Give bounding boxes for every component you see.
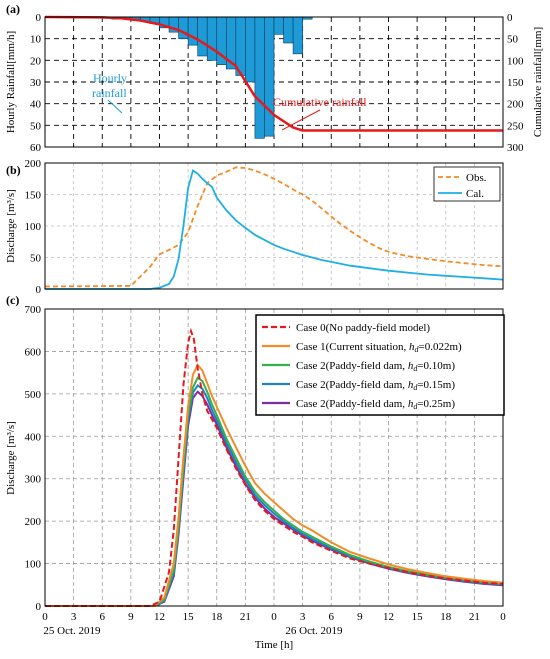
hourly-annotation-line1: Hourly — [93, 71, 127, 85]
panel-b-ytick: 50 — [30, 253, 42, 265]
panel-c-ytick: 500 — [25, 389, 42, 401]
panel-a-left-tick: 0 — [36, 12, 42, 24]
panel-a-left-ylabel: Hourly Rainfall[mm/h] — [5, 31, 17, 133]
panel-b-ytick: 200 — [25, 158, 42, 170]
panel-c-ytick: 300 — [25, 474, 42, 486]
series-line — [45, 383, 504, 607]
panel-c-ytick: 100 — [25, 559, 42, 571]
panel-a-right-tick: 200 — [507, 99, 524, 111]
panel-b-label: (b) — [6, 163, 21, 177]
panel-b-frame — [44, 162, 504, 290]
legend-box — [255, 314, 505, 416]
hourly-rainfall-bar — [206, 16, 218, 61]
panel-c-ytick: 400 — [25, 431, 42, 443]
panel-c-legend: Case 0(No paddy-field model) Case 1(Curre… — [255, 314, 505, 416]
legend-label: Case 2(Paddy-field dam, hd=0.10m) — [296, 360, 455, 373]
legend-cal-label: Cal. — [466, 188, 484, 200]
panel-c-xtick: 3 — [71, 611, 77, 623]
legend-obs-label: Obs. — [466, 172, 487, 184]
cumulative-annotation-pointer — [281, 109, 321, 131]
panel-c-xtick: 6 — [329, 611, 335, 623]
panel-c-ticks: 0 100 200 300 400 500 600 700 0 3 6 9 12 15 18 21 0 3 6 9 12… — [25, 304, 507, 623]
panel-c-series — [45, 327, 504, 607]
panel-c-xtick: 18 — [211, 611, 223, 623]
panel-a-label: (a) — [6, 2, 20, 16]
panel-c: (c) 0 100 200 300 400 500 600 700 0 3 6 9 12 15 18 21 0 3… — [5, 293, 506, 651]
panel-b-ylabel: Discharge [m³/s] — [5, 189, 17, 263]
panel-a-right-tick: 250 — [507, 120, 524, 132]
panel-c-ytick: 700 — [25, 304, 42, 316]
panel-b: (b) 0 50 100 150 200 Discharge [m³/s] Obs. C… — [5, 158, 504, 296]
series-obs — [44, 166, 504, 288]
panel-b-ytick: 0 — [36, 284, 42, 296]
panel-a: (a) 0 10 20 30 40 50 60 0 50 100 150 200 250 300 Hour… — [5, 2, 544, 154]
panel-b-series — [44, 166, 504, 290]
panel-c-xtick: 0 — [271, 611, 277, 623]
panel-a-right-tick: 0 — [507, 12, 513, 24]
panel-c-xtick: 15 — [183, 611, 195, 623]
panel-c-xlabel: Time [h] — [255, 639, 293, 651]
panel-c-ylabel: Discharge [m³/s] — [5, 421, 17, 495]
hourly-rainfall-bar — [292, 16, 303, 55]
panel-a-left-tick: 50 — [30, 120, 42, 132]
hourly-rainfall-bar — [264, 16, 275, 137]
legend-label: Case 2(Paddy-field dam, hd=0.25m) — [296, 398, 455, 411]
panel-a-frame — [44, 16, 504, 148]
panel-c-xtick: 21 — [469, 611, 480, 623]
panel-c-xtick: 18 — [440, 611, 452, 623]
panel-a-left-tick: 30 — [30, 77, 42, 89]
panel-c-label: (c) — [6, 293, 19, 307]
panel-b-ticks: 0 50 100 150 200 — [25, 158, 42, 296]
legend-box — [433, 166, 501, 202]
panel-a-ticks: 0 10 20 30 40 50 60 0 50 100 150 200 250 300 — [30, 12, 524, 154]
hourly-rainfall-bar — [245, 16, 256, 83]
panel-a-right-tick: 100 — [507, 55, 524, 67]
legend-label: Case 2(Paddy-field dam, hd=0.15m) — [296, 379, 455, 392]
hourly-annotation-line2: rainfall — [92, 86, 127, 100]
panel-a-right-ylabel: Cumulative rainfall[mm] — [532, 27, 544, 137]
series-cal — [45, 169, 504, 290]
panel-a-left-tick: 10 — [30, 34, 42, 46]
panel-c-xtick: 9 — [128, 611, 134, 623]
panel-c-xtick: 12 — [154, 611, 165, 623]
panel-c-xtick: 6 — [100, 611, 106, 623]
panel-a-left-tick: 60 — [30, 142, 42, 154]
panel-c-ytick: 600 — [25, 346, 42, 358]
date-label-day1: 25 Oct. 2019 — [43, 625, 101, 637]
hourly-rainfall-bar — [254, 16, 265, 139]
panel-a-left-tick: 40 — [30, 99, 42, 111]
panel-c-xtick: 9 — [357, 611, 363, 623]
legend-label: Case 0(No paddy-field model) — [296, 322, 430, 334]
cumulative-annotation: Cumulative rainfall — [273, 95, 367, 109]
panel-c-ytick: 0 — [36, 601, 42, 613]
panel-c-xtick: 0 — [42, 611, 48, 623]
hourly-rainfall-bar — [187, 16, 198, 46]
panel-b-legend: Obs. Cal. — [433, 166, 501, 202]
panel-a-right-tick: 50 — [507, 34, 519, 46]
panel-a-right-tick: 300 — [507, 142, 524, 154]
date-label-day2: 26 Oct. 2019 — [285, 625, 343, 637]
hourly-rainfall-bar — [197, 16, 208, 57]
panel-c-xtick: 15 — [412, 611, 424, 623]
panel-a-right-tick: 150 — [507, 77, 524, 89]
panel-b-ytick: 150 — [25, 190, 42, 202]
panel-c-ytick: 200 — [25, 516, 42, 528]
panel-c-frame — [44, 308, 504, 607]
panel-a-left-tick: 20 — [30, 55, 42, 67]
cumulative-rainfall-line — [44, 15, 503, 132]
legend-label: Case 1(Current situation, hd=0.022m) — [296, 341, 462, 354]
panel-c-xtick: 0 — [500, 611, 506, 623]
hourly-annotation-pointer — [107, 99, 123, 114]
series-line — [45, 327, 504, 607]
hourly-rainfall-bar — [283, 16, 294, 44]
panel-c-xtick: 21 — [240, 611, 251, 623]
panel-b-ytick: 100 — [25, 221, 42, 233]
series-line — [45, 363, 504, 607]
hourly-rainfall-bar — [273, 16, 284, 35]
panel-c-xtick: 3 — [300, 611, 306, 623]
panel-c-xtick: 12 — [383, 611, 394, 623]
